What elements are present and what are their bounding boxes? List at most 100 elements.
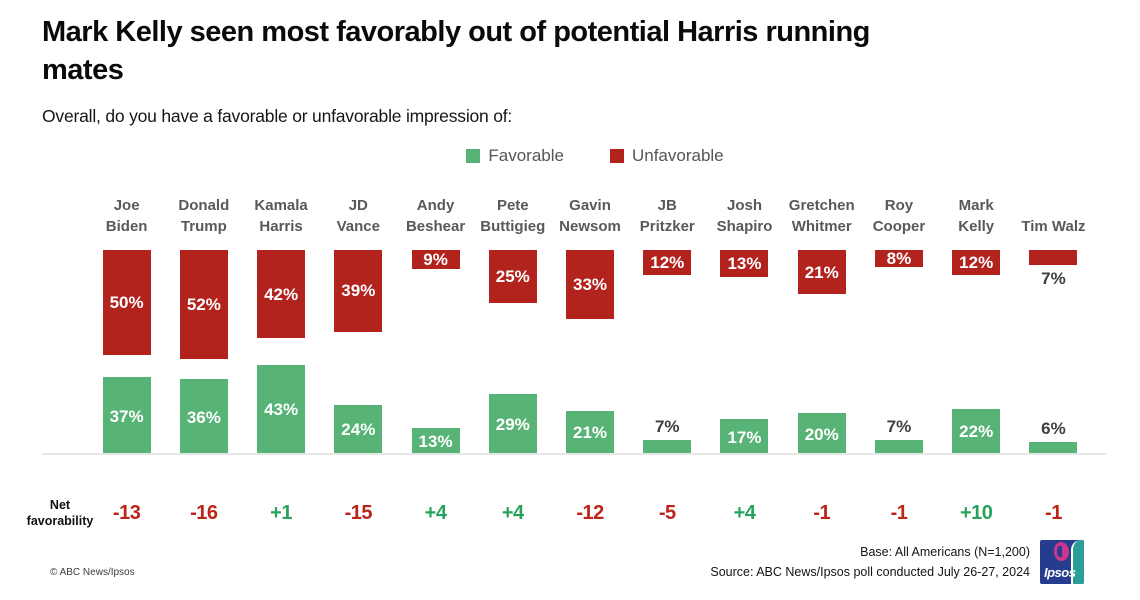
bar-chart: Joe Biden 50% 37% -13 Donald Trump 52% 36%… — [88, 188, 1092, 525]
favorable-bar: 17% — [720, 419, 769, 455]
favorable-bar: 7% — [874, 418, 923, 455]
favorable-bar-zone: 20% — [783, 362, 860, 455]
favorable-bar-zone: 22% — [938, 362, 1015, 455]
unfavorable-bar-zone: 42% — [242, 250, 319, 362]
candidate-name: JB Pritzker — [639, 197, 695, 235]
favorable-bar-zone: 36% — [165, 362, 242, 455]
favorable-bar-zone: 13% — [397, 362, 474, 455]
unfavorable-value-label: 8% — [886, 248, 912, 268]
favorable-bar-zone: 7% — [860, 362, 937, 455]
net-favorability-value: -13 — [112, 502, 141, 524]
favorable-bar: 13% — [411, 427, 460, 455]
chart-baseline — [42, 453, 1106, 455]
favorable-value-label: 22% — [959, 422, 994, 442]
favorable-bar-zone: 6% — [1015, 362, 1092, 455]
unfavorable-bar-zone: 12% — [629, 250, 706, 362]
favorable-value-label: 21% — [573, 423, 608, 443]
unfavorable-value-label: 7% — [1041, 268, 1066, 288]
copyright-note: © ABC News/Ipsos — [50, 567, 135, 578]
chart-title: Mark Kelly seen most favorably out of po… — [42, 16, 870, 86]
unfavorable-value-label: 33% — [573, 275, 608, 295]
favorable-value-label: 7% — [654, 417, 680, 437]
net-favorability-value: -16 — [190, 502, 218, 524]
base-note: Base: All Americans (N=1,200) — [860, 545, 1030, 559]
candidate-column: Josh Shapiro 13% 17% +4 — [706, 188, 783, 525]
favorable-bar: 43% — [257, 364, 306, 455]
net-favorability-value: +4 — [733, 502, 756, 524]
favorable-bar: 22% — [952, 408, 1001, 455]
unfavorable-swatch-icon — [609, 149, 624, 163]
unfavorable-value-label: 9% — [423, 249, 448, 269]
unfavorable-value-label: 50% — [109, 293, 144, 312]
net-favorability-row-label: Net favorability — [26, 498, 94, 528]
favorable-value-label: 37% — [109, 406, 144, 426]
favorable-bar-zone: 43% — [242, 362, 319, 455]
favorable-bar-zone: 37% — [88, 362, 165, 455]
unfavorable-bar-zone: 33% — [551, 250, 628, 362]
unfavorable-bar: 21% — [797, 250, 846, 295]
net-favorability-value: -12 — [576, 502, 604, 524]
ipsos-logo-teal-shape — [1071, 540, 1084, 584]
favorable-value-label: 7% — [886, 417, 912, 437]
unfavorable-bar: 33% — [566, 250, 615, 320]
unfavorable-value-label: 25% — [495, 266, 530, 286]
favorable-bar-zone: 17% — [706, 362, 783, 455]
candidate-column: JB Pritzker 12% 7% -5 — [629, 188, 706, 525]
unfavorable-value-label: 12% — [650, 253, 685, 273]
favorable-value-label: 24% — [341, 420, 376, 440]
unfavorable-bar-zone: 9% — [397, 250, 474, 362]
favorable-bar: 37% — [102, 377, 151, 455]
unfavorable-value-label: 12% — [959, 253, 994, 273]
candidate-column: Donald Trump 52% 36% -16 — [165, 188, 242, 525]
legend-unfavorable-label: Unfavorable — [631, 146, 724, 165]
candidate-column: Mark Kelly 12% 22% +10 — [938, 188, 1015, 525]
unfavorable-value-label: 52% — [186, 295, 221, 315]
net-favorability-value: -15 — [344, 502, 373, 524]
net-favorability-value: +4 — [501, 502, 524, 524]
candidate-name: Roy Cooper — [872, 197, 926, 235]
favorable-bar: 20% — [797, 413, 846, 455]
candidate-name: Josh Shapiro — [716, 197, 773, 235]
candidate-name: Gavin Newsom — [559, 197, 621, 235]
legend-item-favorable: Favorable — [466, 146, 564, 166]
candidate-column: Gretchen Whitmer 21% 20% -1 — [783, 188, 860, 525]
candidate-name: Gretchen Whitmer — [788, 197, 855, 235]
candidate-column: Joe Biden 50% 37% -13 — [88, 188, 165, 525]
unfavorable-bar-zone: 8% — [860, 250, 937, 362]
unfavorable-value-label: 21% — [804, 262, 839, 282]
favorable-bar: 6% — [1029, 420, 1078, 455]
favorable-bar: 21% — [566, 410, 615, 455]
unfavorable-bar: 39% — [334, 250, 383, 332]
favorable-swatch-icon — [466, 149, 481, 163]
unfavorable-bar-zone: 52% — [165, 250, 242, 362]
unfavorable-bar: 12% — [643, 250, 692, 276]
unfavorable-bar: 8% — [874, 248, 923, 268]
unfavorable-bar: 7% — [1029, 250, 1078, 287]
unfavorable-bar: 13% — [720, 250, 769, 278]
legend-item-unfavorable: Unfavorable — [609, 146, 724, 166]
favorable-value-label: 17% — [727, 427, 762, 447]
unfavorable-bar-zone: 12% — [938, 250, 1015, 362]
candidate-column: Roy Cooper 8% 7% -1 — [860, 188, 937, 525]
unfavorable-bar: 9% — [411, 249, 460, 269]
favorable-bar-zone: 29% — [474, 362, 551, 455]
candidate-name: Pete Buttigieg — [480, 197, 546, 235]
net-favorability-value: -1 — [1045, 502, 1062, 524]
favorable-value-label: 36% — [186, 407, 221, 427]
candidate-column: Kamala Harris 42% 43% +1 — [242, 188, 319, 525]
candidate-name: Tim Walz — [1021, 218, 1086, 235]
ipsos-logo-text: Ipsos — [1044, 565, 1076, 580]
unfavorable-bar: 50% — [102, 250, 151, 355]
ipsos-logo: Ipsos — [1040, 540, 1084, 584]
candidate-column: Tim Walz 7% 6% -1 — [1015, 188, 1092, 525]
unfavorable-bar-zone: 25% — [474, 250, 551, 362]
favorable-bar: 29% — [488, 394, 537, 455]
favorable-value-label: 6% — [1041, 419, 1066, 439]
ipsos-logo-face-icon — [1054, 542, 1069, 561]
favorable-bar-zone: 21% — [551, 362, 628, 455]
candidate-name: Donald Trump — [178, 197, 230, 235]
favorable-value-label: 13% — [418, 431, 453, 451]
favorable-bar: 7% — [643, 418, 692, 455]
unfavorable-bar: 12% — [952, 250, 1001, 276]
